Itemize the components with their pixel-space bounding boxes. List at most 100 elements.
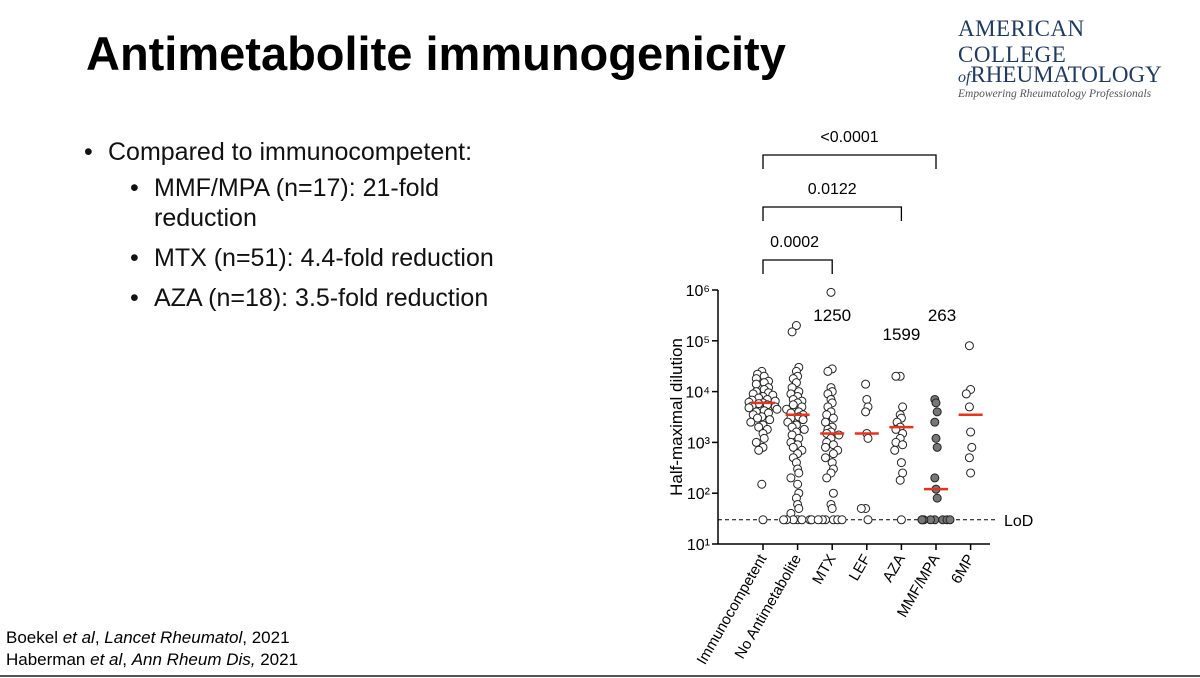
significance-bracket: [762, 206, 903, 221]
data-point: [932, 407, 942, 417]
p-value: 0.0122: [808, 181, 857, 198]
data-point: [793, 479, 803, 489]
data-point: [931, 398, 941, 408]
footer-rule: [0, 675, 1200, 677]
data-point: [794, 503, 804, 513]
data-point: [746, 417, 756, 427]
data-point: [754, 422, 764, 432]
y-tick-label: 10⁶: [686, 283, 710, 300]
data-point: [862, 394, 872, 404]
annotation: 263: [928, 306, 956, 325]
reference-part: , 2021: [242, 628, 290, 647]
data-point: [821, 453, 830, 463]
data-point: [834, 430, 844, 440]
data-point: [863, 515, 873, 525]
logo: AMERICAN COLLEGE ofRHEUMATOLOGY Empoweri…: [958, 16, 1193, 100]
data-point: [754, 445, 764, 455]
bullet-text: Compared to immunocompetent:: [108, 138, 473, 166]
reference-part: Boekel: [6, 628, 63, 647]
data-point: [788, 400, 798, 410]
reference: Haberman et al, Ann Rheum Dis, 2021: [6, 649, 298, 671]
data-point: [932, 442, 942, 452]
data-point: [964, 453, 974, 463]
y-tick-label: 10¹: [687, 537, 710, 554]
data-point: [964, 341, 974, 351]
data-point: [813, 515, 823, 525]
slide-title: Antimetabolite immunogenicity: [86, 27, 786, 80]
lod-label: LoD: [1004, 513, 1033, 530]
x-tick-label: MTX: [809, 552, 840, 588]
significance-bracket: [762, 154, 937, 169]
data-point: [932, 493, 942, 503]
y-tick-label: 10⁵: [686, 334, 710, 351]
p-value: 0.0002: [770, 234, 819, 251]
data-point: [759, 433, 769, 443]
data-point: [966, 468, 976, 478]
y-axis-label: Half-maximal dilution: [667, 338, 686, 496]
reference-part: 2021: [255, 650, 299, 669]
data-point: [896, 458, 906, 468]
data-point: [786, 473, 796, 483]
data-point: [744, 403, 754, 413]
data-point: [861, 379, 871, 389]
data-point: [826, 287, 836, 297]
data-point: [751, 437, 761, 447]
data-point: [895, 475, 905, 485]
reference: Boekel et al, Lancet Rheumatol, 2021: [6, 627, 298, 649]
data-point: [751, 379, 761, 389]
y-tick-label: 10²: [687, 486, 711, 503]
data-point: [945, 515, 955, 525]
data-point: [961, 389, 971, 399]
significance-bracket: [762, 259, 833, 274]
data-point: [758, 515, 768, 525]
data-point: [967, 442, 977, 452]
data-point: [891, 371, 901, 381]
references: Boekel et al, Lancet Rheumatol, 2021 Habe…: [6, 627, 298, 671]
data-point: [788, 442, 798, 452]
sub-bullet: MMF/MPA (n=17): 21-fold reduction: [130, 173, 534, 233]
x-tick-label: 6MP: [948, 552, 978, 587]
data-point: [930, 417, 940, 427]
data-point: [823, 366, 833, 376]
reference-part: ,: [94, 628, 105, 647]
logo-tagline: Empowering Rheumatology Professionals: [958, 88, 1152, 100]
data-point: [898, 440, 908, 450]
data-point: [828, 413, 838, 423]
bullet-list: Compared to immunocompetent: MMF/MPA (n=1…: [84, 138, 604, 323]
logo-line: AMERICAN COLLEGE: [958, 16, 1085, 67]
data-point: [828, 449, 838, 459]
data-point: [797, 515, 807, 525]
data-point: [753, 413, 762, 423]
data-point: [772, 404, 782, 414]
data-point: [794, 468, 804, 478]
data-point: [856, 503, 866, 513]
reference-part: et al: [90, 650, 123, 669]
data-point: [863, 433, 873, 443]
bullet: Compared to immunocompetent: MMF/MPA (n=1…: [84, 138, 604, 313]
reference-part: Ann Rheum Dis,: [131, 650, 256, 669]
data-point: [837, 515, 847, 525]
data-point: [931, 433, 941, 443]
y-tick-label: 10³: [687, 435, 711, 452]
sub-list: MMF/MPA (n=17): 21-fold reduction MTX (n=…: [130, 173, 604, 313]
reference-part: Haberman: [6, 650, 91, 669]
data-point: [828, 488, 838, 498]
data-point: [798, 415, 808, 425]
p-value: <0.0001: [820, 129, 878, 146]
sub-bullet: AZA (n=18): 3.5-fold reduction: [130, 283, 534, 313]
data-point: [791, 321, 801, 331]
annotation: 1599: [882, 325, 920, 344]
data-point: [896, 515, 906, 525]
data-point: [964, 402, 974, 412]
y-tick-label: 10⁴: [685, 385, 710, 402]
data-point: [779, 515, 789, 525]
logo-of: of: [958, 69, 971, 86]
data-point: [898, 402, 908, 412]
data-point: [799, 424, 809, 434]
x-tick-label: LEF: [846, 552, 874, 584]
data-point: [787, 327, 797, 337]
sub-bullet: MTX (n=51): 4.4-fold reduction: [130, 243, 534, 273]
data-point: [966, 427, 976, 437]
